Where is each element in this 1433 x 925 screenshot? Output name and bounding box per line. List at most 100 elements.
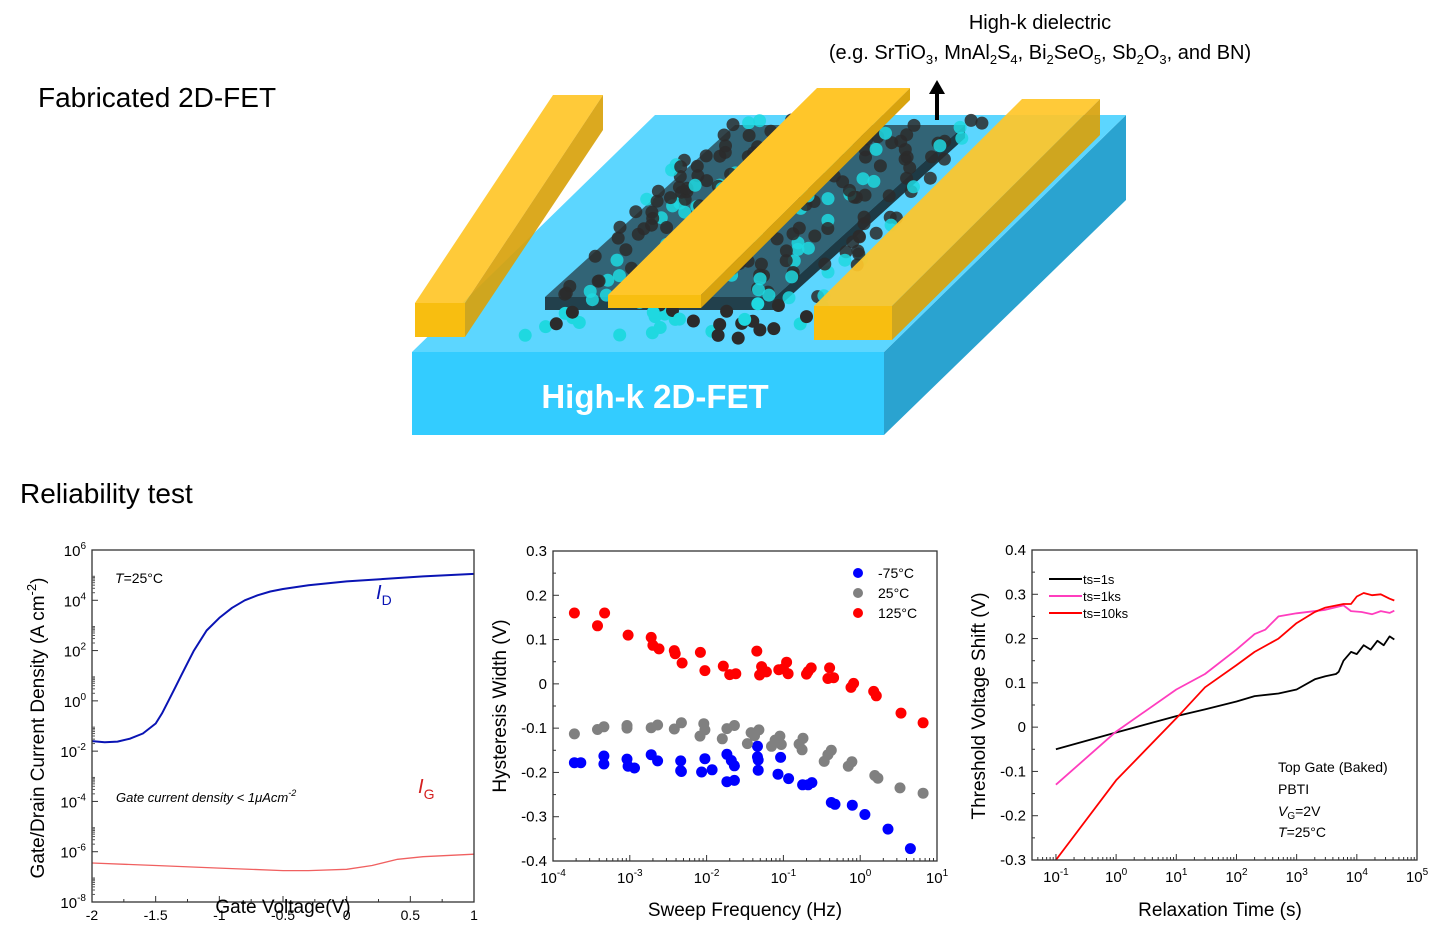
threshold-shift-chart: 0.4 0.3 0.2 0.1 0 -0.1 -0.2 -0.3 10-1 100 101 102 10…	[969, 542, 1429, 921]
center-electrode-top	[608, 88, 910, 295]
atom-dark	[907, 118, 921, 132]
y-tick-label: 106	[64, 541, 87, 560]
data-point	[653, 643, 665, 655]
device-illustration: High-k 2D-FET	[412, 80, 1126, 435]
atom-dark	[558, 287, 572, 301]
left-electrode-side	[465, 95, 603, 337]
atom-dark	[711, 328, 725, 342]
atom-cyan	[955, 131, 969, 145]
x-tick-label: 10-2	[694, 868, 720, 887]
atom-cyan	[613, 328, 627, 342]
x-tick-label: 103	[1286, 867, 1309, 886]
atom-cyan	[953, 120, 967, 134]
data-point	[730, 668, 742, 680]
y-axis-label: Hysteresis Width (V)	[490, 619, 511, 792]
atom-dark	[925, 150, 939, 164]
data-point	[760, 666, 772, 678]
data-point	[675, 766, 687, 777]
atom-dark	[651, 184, 665, 198]
atom-dark	[613, 220, 627, 234]
data-point	[699, 724, 711, 736]
y-tick-label: 0.4	[1005, 542, 1026, 559]
atom-cyan	[867, 174, 881, 188]
data-point	[917, 787, 929, 799]
y-tick-label: -0.1	[521, 720, 547, 737]
data-point	[728, 720, 740, 731]
legend-label: ts=1s	[1083, 572, 1115, 587]
atom-dark	[937, 152, 951, 166]
atom-dark	[846, 235, 860, 249]
atom-dark	[664, 191, 677, 205]
y-tick-label: 0.1	[1005, 675, 1026, 692]
dielectric-annotation: High-k dielectric (e.g. SrTiO3, MnAl2S4,…	[760, 8, 1320, 75]
y-tick-label: 0.2	[526, 587, 547, 604]
data-point	[675, 717, 687, 729]
atom-cyan	[646, 305, 660, 319]
data-point	[781, 656, 793, 668]
atom-dark	[800, 310, 813, 324]
atom-dark	[674, 160, 688, 174]
y-axis-label: Gate/Drain Current Density (A cm-2)	[24, 578, 49, 879]
atom-cyan	[933, 139, 947, 153]
atom-dark	[660, 221, 674, 234]
data-point	[696, 766, 708, 778]
y-tick-label: 10-4	[60, 792, 86, 811]
data-point	[652, 719, 664, 731]
data-point	[774, 730, 786, 742]
conditions-annotation: Top Gate (Baked) PBTI VG=2V T=25°C	[1278, 759, 1388, 840]
atom-dark	[754, 257, 768, 271]
atom-dark	[894, 134, 908, 148]
legend-marker	[853, 608, 863, 618]
atom-dark	[786, 227, 800, 241]
atom-dark	[770, 232, 784, 246]
data-point	[622, 629, 634, 641]
data-point	[895, 707, 907, 719]
right-electrode-top	[814, 99, 1100, 306]
atom-dark	[903, 161, 917, 175]
data-point	[629, 762, 640, 774]
data-point	[772, 768, 784, 780]
data-point	[699, 753, 711, 765]
y-tick-label: -0.4	[521, 853, 547, 870]
atom-cyan	[869, 142, 883, 156]
data-point	[846, 799, 858, 811]
atom-dark	[873, 159, 887, 173]
reliability-title: Reliability test	[20, 478, 193, 509]
data-point	[598, 721, 610, 733]
x-tick-label: 102	[1225, 867, 1248, 886]
fabricated-title: Fabricated 2D-FET	[38, 82, 277, 113]
data-point	[592, 620, 603, 632]
x-tick-label: 100	[1105, 867, 1128, 886]
y-tick-label: -0.3	[1000, 852, 1026, 869]
up-arrow-icon	[929, 80, 945, 120]
data-point	[882, 823, 894, 835]
atom-dark	[720, 304, 734, 318]
x-axis-label: Gate Voltage(V)	[215, 897, 350, 918]
data-point	[825, 744, 837, 756]
legend-label: 125°C	[878, 605, 917, 621]
x-tick-label: 10-1	[1043, 867, 1069, 886]
substrate-side	[884, 115, 1126, 435]
data-point	[575, 757, 587, 769]
y-tick-label: 102	[64, 642, 87, 661]
y-tick-label: 100	[64, 692, 87, 711]
atom-dark	[719, 139, 732, 153]
atom-cyan	[782, 291, 796, 305]
data-point	[621, 722, 633, 734]
legend-marker	[853, 588, 863, 598]
id-label: ID	[376, 582, 392, 608]
x-tick-label: -0.5	[271, 907, 295, 923]
data-point	[846, 756, 858, 768]
atom-dark	[549, 317, 563, 331]
atom-dark	[699, 149, 713, 163]
x-axis-label: Sweep Frequency (Hz)	[648, 900, 842, 921]
data-point	[598, 750, 610, 762]
atom-dark	[964, 113, 978, 127]
y-tick-label: 0.2	[1005, 631, 1026, 648]
data-point	[753, 724, 765, 736]
data-point	[894, 782, 906, 794]
series-i-d	[91, 572, 475, 744]
y-tick-label: 0	[1018, 719, 1026, 736]
x-tick-label: -1	[213, 907, 226, 923]
left-electrode-front	[415, 303, 465, 337]
